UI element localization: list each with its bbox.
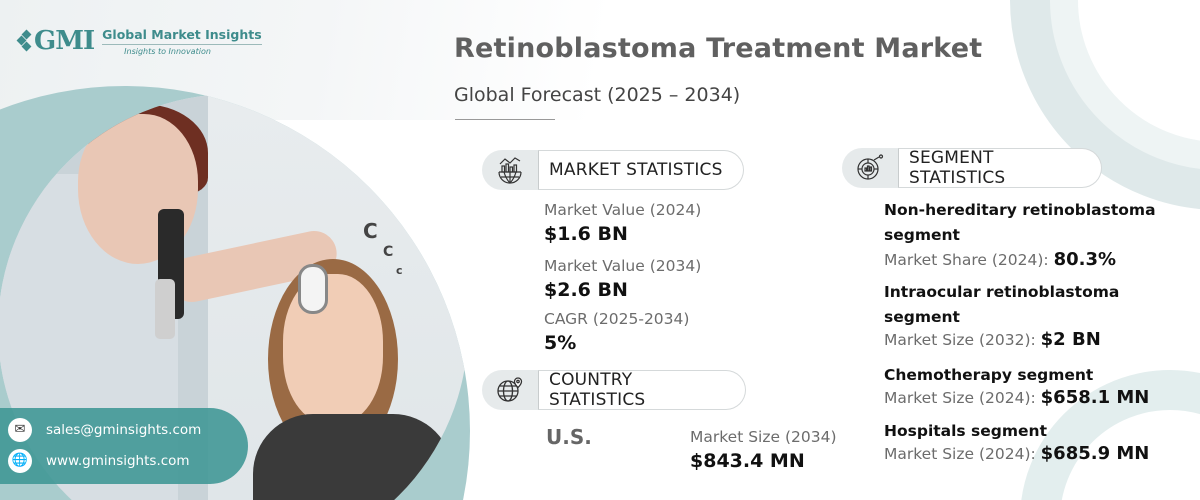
globe-pin-icon [482, 370, 538, 410]
segment-2-title: Intraocular retinoblastoma [884, 283, 1120, 301]
website-link[interactable]: www.gminsights.com [46, 452, 190, 469]
cagr-label: CAGR (2025-2034) [544, 310, 690, 328]
segment-statistics-header: SEGMENT STATISTICS [842, 148, 1102, 188]
market-value-2024-label: Market Value (2024) [544, 201, 702, 219]
title-divider [455, 119, 555, 120]
segment-1-title-cont: segment [884, 226, 960, 244]
segment-4-stat: Market Size (2024): $685.9 MN [884, 443, 1149, 464]
segment-statistics-title: SEGMENT STATISTICS [898, 148, 1102, 188]
email-link[interactable]: sales@gminsights.com [46, 421, 202, 438]
logo-mark: GMI [34, 26, 95, 56]
market-value-2034: $2.6 BN [544, 279, 628, 301]
pie-chart-icon [842, 148, 898, 188]
segment-3-stat: Market Size (2024): $658.1 MN [884, 387, 1149, 408]
market-value-2024: $1.6 BN [544, 223, 628, 245]
segment-1-stat: Market Share (2024): 80.3% [884, 249, 1116, 270]
market-statistics-title: MARKET STATISTICS [538, 150, 744, 190]
gmi-logo[interactable]: GMI Global Market Insights Insights to I… [16, 26, 262, 56]
segment-4-title: Hospitals segment [884, 422, 1047, 440]
country-statistics-title: COUNTRY STATISTICS [538, 370, 746, 410]
segment-1-label: Market Share (2024): [884, 251, 1049, 269]
segment-2-label: Market Size (2032): [884, 331, 1036, 349]
country-market-size-value: $843.4 MN [690, 450, 805, 472]
segment-4-label: Market Size (2024): [884, 445, 1036, 463]
globe-icon: 🌐 [8, 448, 32, 473]
market-value-2034-label: Market Value (2034) [544, 257, 702, 275]
logo-diamonds-icon [16, 29, 32, 52]
contact-bar: ✉ sales@gminsights.com 🌐 www.gminsights.… [0, 408, 248, 484]
country-statistics-header: COUNTRY STATISTICS [482, 370, 746, 410]
cagr-value: 5% [544, 332, 577, 354]
segment-4-value: $685.9 MN [1040, 443, 1150, 464]
segment-3-title: Chemotherapy segment [884, 366, 1094, 384]
segment-1-value: 80.3% [1053, 249, 1117, 270]
page-title: Retinoblastoma Treatment Market [454, 33, 983, 64]
chart-globe-icon [482, 150, 538, 190]
segment-1-title: Non-hereditary retinoblastoma [884, 201, 1156, 219]
country-market-size-label: Market Size (2034) [690, 428, 837, 446]
segment-2-value: $2 BN [1040, 329, 1101, 350]
segment-2-title-cont: segment [884, 308, 960, 326]
segment-3-label: Market Size (2024): [884, 389, 1036, 407]
segment-2-stat: Market Size (2032): $2 BN [884, 329, 1101, 350]
segment-3-value: $658.1 MN [1040, 387, 1150, 408]
page-subtitle: Global Forecast (2025 – 2034) [454, 84, 741, 106]
contact-website[interactable]: 🌐 www.gminsights.com [8, 445, 248, 476]
envelope-icon: ✉ [8, 417, 32, 442]
logo-name: Global Market Insights [102, 27, 262, 45]
country-name: U.S. [546, 425, 592, 449]
market-statistics-header: MARKET STATISTICS [482, 150, 744, 190]
logo-tagline: Insights to Innovation [124, 46, 211, 56]
contact-email[interactable]: ✉ sales@gminsights.com [8, 414, 248, 445]
